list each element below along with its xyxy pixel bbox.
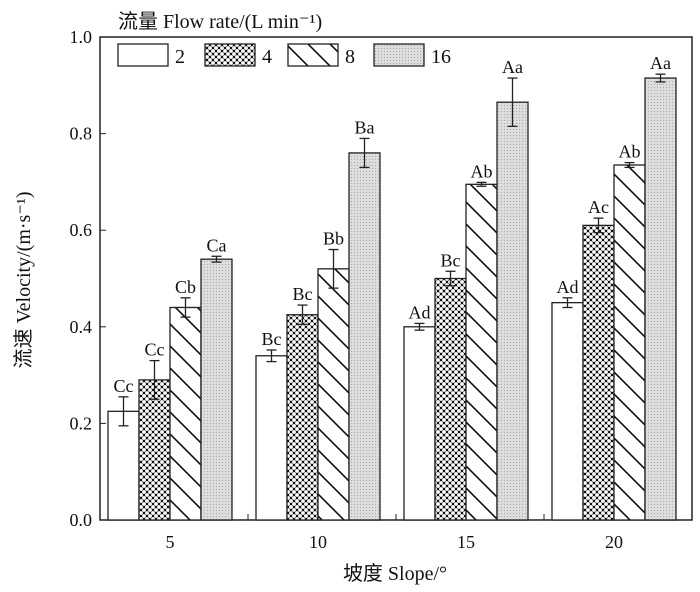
y-tick-label: 0.6	[70, 220, 93, 240]
y-tick-label: 0.8	[70, 124, 93, 144]
data-label: Ba	[355, 117, 375, 137]
bar-16-5	[200, 258, 233, 521]
x-axis-label: 坡度 Slope/°	[343, 562, 447, 585]
data-label: Cc	[145, 340, 165, 360]
y-tick-label: 1.0	[70, 27, 93, 47]
data-label: Ad	[409, 302, 431, 322]
bar-16-10	[348, 152, 381, 521]
bar-2-15	[403, 326, 436, 521]
bar-8-5	[169, 306, 202, 521]
data-label: Ac	[588, 197, 609, 217]
bar-8-20	[613, 164, 646, 521]
y-tick-label: 0.4	[70, 317, 93, 337]
data-label: Bc	[441, 250, 461, 270]
x-tick-label: 10	[309, 532, 327, 552]
legend-label: 8	[345, 46, 355, 68]
bar-2-5	[107, 410, 140, 521]
legend-label: 2	[175, 46, 185, 68]
legend-swatch-16	[373, 43, 425, 67]
bar-8-10	[317, 268, 350, 521]
bar-4-15	[434, 277, 467, 521]
bar-4-5	[138, 379, 171, 521]
data-label: Ca	[207, 235, 227, 255]
data-label: Bb	[323, 229, 344, 249]
data-label: Bc	[293, 284, 313, 304]
bar-8-15	[465, 183, 498, 521]
bar-2-10	[255, 355, 288, 521]
data-label: Ab	[471, 161, 493, 181]
y-tick-label: 0.0	[70, 510, 93, 530]
legend-label: 16	[431, 46, 451, 68]
legend-swatch-2	[117, 43, 169, 67]
data-label: Cb	[175, 277, 196, 297]
data-label: Ab	[619, 142, 641, 162]
legend-title: 流量 Flow rate/(L min⁻¹)	[118, 10, 322, 33]
data-label: Ad	[557, 277, 579, 297]
x-tick-label: 5	[166, 532, 175, 552]
bar-2-20	[551, 301, 584, 521]
bar-16-15	[496, 101, 529, 521]
bar-16-20	[644, 77, 677, 521]
legend-swatch-8	[287, 43, 339, 67]
legend-swatch-4	[204, 43, 256, 67]
y-tick-label: 0.2	[70, 413, 93, 433]
legend-label: 4	[262, 46, 272, 68]
x-tick-label: 20	[605, 532, 623, 552]
data-label: Cc	[114, 376, 134, 396]
data-label: Aa	[650, 53, 671, 73]
x-tick-label: 15	[457, 532, 475, 552]
y-axis-label: 流速 Velocity/(m·s⁻¹)	[12, 191, 35, 368]
data-label: Bc	[262, 329, 282, 349]
bar-4-10	[286, 314, 319, 521]
bar-4-20	[582, 224, 615, 521]
data-label: Aa	[502, 57, 523, 77]
